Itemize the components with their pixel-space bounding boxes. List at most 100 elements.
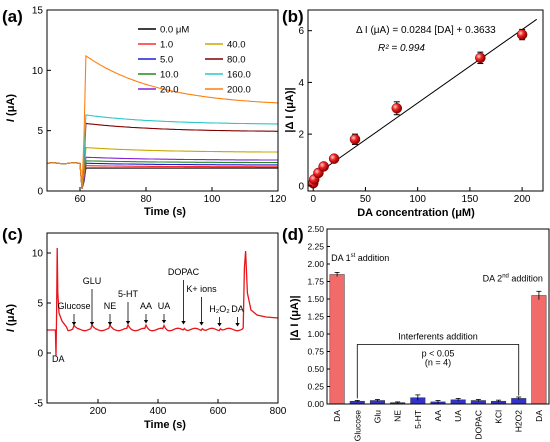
panel-d-first-addition-tail: addition	[355, 253, 389, 263]
panel-d-annotations: DA 1st addition DA 2nd addition Interferen…	[331, 253, 543, 399]
panel-c-ytick-label: -5	[34, 399, 43, 410]
panel-a-legend-label: 5.0	[160, 55, 173, 66]
panel-c-xtick-label: 400	[150, 406, 167, 417]
panel-c-arrowhead	[125, 321, 131, 325]
panel-d-second-addition-label: DA 2nd addition	[483, 274, 543, 284]
panel-b-equation: Δ I (μA) = 0.0284 [DA] + 0.3633	[356, 25, 496, 36]
panel-d-category-label: DA	[534, 410, 544, 422]
panel-c-arrowhead	[199, 322, 204, 326]
panel-d-category-label: Glucose	[352, 410, 362, 441]
panel-b-xtick-label: 200	[514, 194, 531, 205]
panel-c-annotation-label: AA	[140, 301, 152, 311]
panel-d-category-label: KCl	[494, 410, 504, 424]
panel-d-ylabel: |Δ I (μA)|	[289, 295, 301, 340]
panel-a-ylabel: I (μA)	[5, 94, 17, 122]
panel-a-legend-label: 40.0	[227, 40, 246, 51]
panel-label-d: (d)	[282, 225, 304, 244]
panel-b-xtick-label: 150	[462, 194, 479, 205]
panel-c: (c) 200 400 600 800 -5 0 5 10 DA Glucose GLU NE5-H…	[2, 225, 287, 431]
panel-c-arrowhead	[71, 322, 77, 326]
panel-a-series	[46, 54, 279, 189]
panel-b-point	[349, 134, 361, 145]
panel-c-annotation-label: 5-HT	[118, 289, 139, 299]
panel-d-category-label: DA	[332, 410, 342, 422]
panel-c-arrowhead	[107, 322, 113, 326]
panel-c-annotation-label: DA	[52, 354, 65, 364]
panel-label-c: (c)	[2, 225, 23, 244]
panel-c-arrowhead	[217, 323, 222, 327]
panel-a-legend-label: 10.0	[160, 70, 179, 81]
panel-b-r2: R² = 0.994	[378, 43, 425, 54]
panel-d-ytick-label: 2.50	[307, 224, 324, 234]
panel-a-xtick-label: 120	[270, 194, 287, 205]
panel-b-ytick-label: 2	[298, 130, 304, 141]
panel-b: (b) 0 50 100 150 200 0 2 4 6 Δ I (μA) = 0.0284 […	[282, 7, 544, 219]
panel-a-xtick-label: 60	[74, 194, 86, 205]
panel-c-xtick-label: 800	[270, 406, 287, 417]
panel-a-xlabel: Time (s)	[144, 206, 186, 218]
panel-b-points	[307, 28, 528, 189]
panel-c-annotation-label: NE	[104, 301, 117, 311]
panel-c-ytick-label: 10	[32, 249, 44, 260]
panel-b-xtick-label: 50	[360, 194, 372, 205]
panel-d-bracket	[356, 344, 520, 399]
panel-b-xtick-label: 100	[409, 194, 426, 205]
panel-c-ytick-label: 5	[37, 299, 43, 310]
panel-d-ytick-label: 1.50	[307, 294, 324, 304]
panel-d-second-addition-tail: addition	[509, 274, 543, 284]
panel-a-frame	[46, 9, 279, 192]
panel-a-ytick-label: 15	[32, 6, 44, 17]
panel-b-ylabel: |Δ I (μA)|	[284, 87, 296, 132]
panel-b-xtick-label: 0	[310, 194, 316, 205]
panel-c-frame	[46, 232, 279, 404]
panel-d-ytick-label: 2.25	[307, 242, 324, 252]
panel-c-annotation-label: H₂O₂	[209, 304, 230, 314]
panel-a-xtick-label: 100	[204, 194, 221, 205]
panel-c-annotation-label: DA	[231, 304, 244, 314]
panel-b-fit-line	[309, 18, 538, 180]
panel-d-category-label: DOPAC	[473, 410, 483, 440]
panel-d-ytick-label: 0.75	[307, 347, 324, 357]
panel-c-trace	[47, 247, 279, 357]
panel-b-xlabel: DA concentration (μM)	[357, 207, 475, 219]
panel-c-annotation-label: DOPAC	[168, 267, 200, 277]
panel-c-annotation-label: Glucose	[57, 301, 90, 311]
panel-c-arrowhead	[89, 322, 95, 326]
panel-c-arrowhead	[181, 321, 186, 325]
panel-b-point	[391, 103, 403, 114]
panel-d-ytick-label: 2.00	[307, 259, 324, 269]
panel-d-first-addition-sup: st	[351, 253, 356, 259]
panel-d-category-label: H2O2	[514, 410, 524, 432]
panel-d-category-label: NE	[393, 410, 403, 422]
panel-d-category-label: Glu	[372, 410, 382, 424]
panel-d-ytick-label: 1.75	[307, 277, 324, 287]
panel-a: (a) 60 80 100 120 0 5 10 15 Time (s) I (μA) 0.0…	[2, 6, 287, 219]
panel-d-category-label: UA	[453, 410, 463, 422]
panel-a-xtick-label: 80	[140, 194, 152, 205]
panel-c-annotation-label: UA	[158, 301, 171, 311]
panel-d-n-label: (n = 4)	[425, 358, 451, 368]
panel-d-interferents-label: Interferents addition	[398, 332, 478, 342]
panel-c-arrowhead	[161, 320, 167, 324]
panel-d-first-addition-label: DA 1st addition	[331, 253, 389, 263]
panel-a-legend-label: 200.0	[227, 85, 251, 96]
panel-d-second-addition-sup: nd	[502, 274, 509, 280]
panel-b-point	[475, 52, 486, 64]
panel-c-ylabel: I (μA)	[5, 304, 17, 332]
panel-label-a: (a)	[2, 7, 23, 26]
panel-label-b: (b)	[282, 7, 304, 26]
panel-a-line	[46, 54, 279, 189]
panel-c-xtick-label: 200	[90, 406, 107, 417]
panel-c-annotation-label: K+ ions	[186, 284, 217, 294]
panel-d-ytick-label: 1.25	[307, 312, 324, 322]
panel-a-ytick-label: 5	[37, 126, 43, 137]
panel-b-point	[516, 29, 528, 40]
panel-d-ytick-label: 1.00	[307, 329, 324, 339]
panel-c-annotation-label: GLU	[83, 276, 102, 286]
panel-b-ytick-label: 6	[298, 26, 304, 37]
panel-c-xlabel: Time (s)	[144, 419, 186, 431]
panel-d: (d) 0.00 0.25 0.50 0.75 1.00 1.25 1.50 1.75 2.00…	[282, 224, 550, 441]
panel-d-bar	[531, 295, 547, 405]
